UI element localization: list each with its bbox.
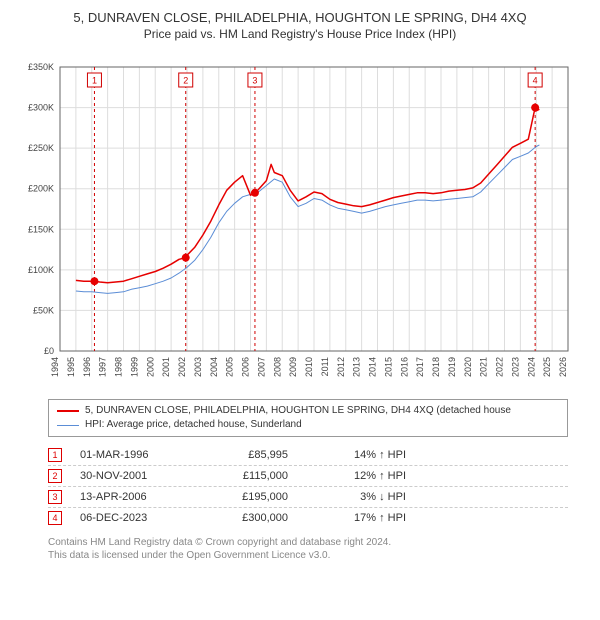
svg-text:£150K: £150K <box>28 224 54 234</box>
legend-row: HPI: Average price, detached house, Sund… <box>57 418 559 432</box>
svg-text:2002: 2002 <box>177 357 187 377</box>
svg-text:£100K: £100K <box>28 265 54 275</box>
svg-text:£200K: £200K <box>28 184 54 194</box>
svg-text:2022: 2022 <box>495 357 505 377</box>
svg-text:2003: 2003 <box>193 357 203 377</box>
svg-text:2023: 2023 <box>510 357 520 377</box>
svg-text:2011: 2011 <box>320 357 330 376</box>
svg-text:1998: 1998 <box>114 357 124 377</box>
legend-row: 5, DUNRAVEN CLOSE, PHILADELPHIA, HOUGHTO… <box>57 404 559 418</box>
sales-row: 2 30-NOV-2001 £115,000 12% ↑ HPI <box>48 466 568 487</box>
sales-row: 1 01-MAR-1996 £85,995 14% ↑ HPI <box>48 445 568 466</box>
svg-text:£50K: £50K <box>33 305 54 315</box>
legend-box: 5, DUNRAVEN CLOSE, PHILADELPHIA, HOUGHTO… <box>48 399 568 437</box>
svg-text:2026: 2026 <box>558 357 568 377</box>
svg-text:4: 4 <box>533 76 538 86</box>
svg-text:2016: 2016 <box>399 357 409 377</box>
svg-text:2001: 2001 <box>161 357 171 377</box>
sale-vs-hpi: 12% ↑ HPI <box>306 470 406 482</box>
footer-note: Contains HM Land Registry data © Crown c… <box>48 536 568 562</box>
svg-text:2005: 2005 <box>225 357 235 377</box>
svg-text:2012: 2012 <box>336 357 346 377</box>
svg-text:1996: 1996 <box>82 357 92 377</box>
svg-text:£250K: £250K <box>28 143 54 153</box>
legend-swatch <box>57 425 79 426</box>
svg-text:2013: 2013 <box>352 357 362 377</box>
svg-text:2024: 2024 <box>526 357 536 377</box>
svg-text:2009: 2009 <box>288 357 298 377</box>
sale-vs-hpi: 17% ↑ HPI <box>306 512 406 524</box>
legend-label: 5, DUNRAVEN CLOSE, PHILADELPHIA, HOUGHTO… <box>85 404 511 418</box>
chart-title-line2: Price paid vs. HM Land Registry's House … <box>10 27 590 41</box>
svg-text:1997: 1997 <box>98 357 108 377</box>
chart-container: 5, DUNRAVEN CLOSE, PHILADELPHIA, HOUGHTO… <box>0 0 600 572</box>
sales-row: 4 06-DEC-2023 £300,000 17% ↑ HPI <box>48 508 568 528</box>
svg-text:2020: 2020 <box>463 357 473 377</box>
svg-text:1999: 1999 <box>129 357 139 377</box>
sale-marker-icon: 3 <box>48 490 62 504</box>
svg-text:3: 3 <box>252 76 257 86</box>
footer-line1: Contains HM Land Registry data © Crown c… <box>48 536 568 549</box>
sale-marker-icon: 1 <box>48 448 62 462</box>
svg-text:2025: 2025 <box>542 357 552 377</box>
svg-text:1995: 1995 <box>66 357 76 377</box>
svg-text:2018: 2018 <box>431 357 441 377</box>
sale-price: £85,995 <box>208 449 288 461</box>
legend-label: HPI: Average price, detached house, Sund… <box>85 418 302 432</box>
svg-text:1: 1 <box>92 76 97 86</box>
chart-title-line1: 5, DUNRAVEN CLOSE, PHILADELPHIA, HOUGHTO… <box>10 10 590 25</box>
svg-text:2: 2 <box>183 76 188 86</box>
sale-date: 30-NOV-2001 <box>80 470 190 482</box>
svg-text:2006: 2006 <box>241 357 251 377</box>
sale-date: 01-MAR-1996 <box>80 449 190 461</box>
svg-text:1994: 1994 <box>50 357 60 377</box>
svg-text:2014: 2014 <box>368 357 378 377</box>
sale-marker-icon: 4 <box>48 511 62 525</box>
chart-plot: £0 £50K £100K £150K £200K £250K £300K £350K 1994… <box>10 49 590 389</box>
svg-text:2017: 2017 <box>415 357 425 377</box>
svg-text:2008: 2008 <box>272 357 282 377</box>
svg-text:£0: £0 <box>44 346 54 356</box>
sale-vs-hpi: 3% ↓ HPI <box>306 491 406 503</box>
svg-text:2019: 2019 <box>447 357 457 377</box>
svg-text:£300K: £300K <box>28 103 54 113</box>
sales-table: 1 01-MAR-1996 £85,995 14% ↑ HPI 2 30-NOV-2001… <box>48 445 568 528</box>
svg-text:£350K: £350K <box>28 62 54 72</box>
chart-svg: £0 £50K £100K £150K £200K £250K £300K £350K 1994… <box>10 49 590 389</box>
sale-marker-icon: 2 <box>48 469 62 483</box>
svg-text:2007: 2007 <box>256 357 266 377</box>
sale-date: 13-APR-2006 <box>80 491 190 503</box>
sale-price: £300,000 <box>208 512 288 524</box>
sale-vs-hpi: 14% ↑ HPI <box>306 449 406 461</box>
sale-price: £115,000 <box>208 470 288 482</box>
footer-line2: This data is licensed under the Open Gov… <box>48 549 568 562</box>
svg-text:2010: 2010 <box>304 357 314 377</box>
sale-date: 06-DEC-2023 <box>80 512 190 524</box>
sales-row: 3 13-APR-2006 £195,000 3% ↓ HPI <box>48 487 568 508</box>
svg-text:2015: 2015 <box>383 357 393 377</box>
svg-text:2000: 2000 <box>145 357 155 377</box>
svg-text:2021: 2021 <box>479 357 489 377</box>
legend-swatch <box>57 410 79 412</box>
svg-text:2004: 2004 <box>209 357 219 377</box>
sale-price: £195,000 <box>208 491 288 503</box>
